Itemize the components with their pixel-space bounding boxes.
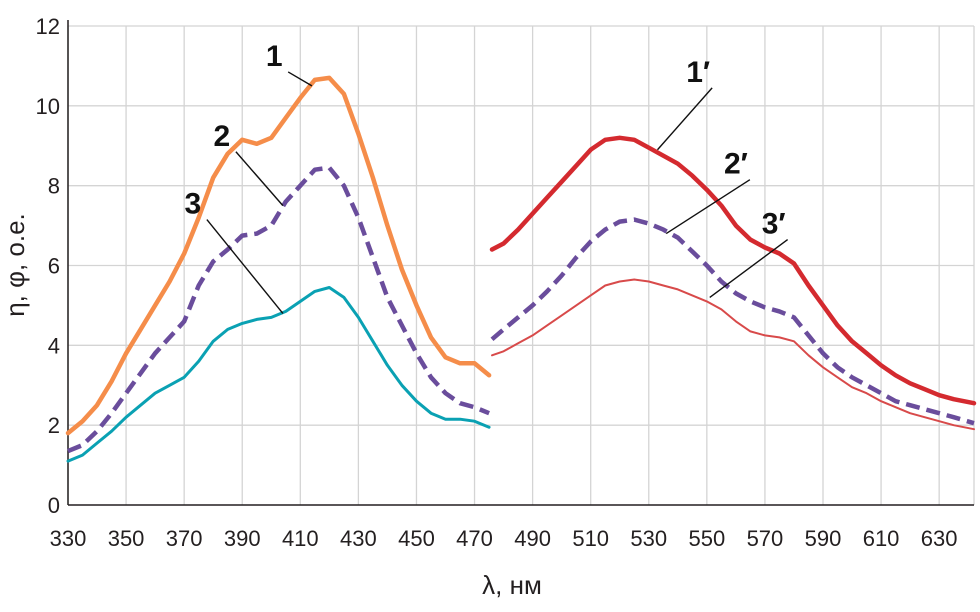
leader-line-3 xyxy=(206,219,284,314)
curve-label-2-prime: 2′ xyxy=(724,148,748,181)
y-tick-label-8: 8 xyxy=(48,174,60,199)
x-tick-label-630: 630 xyxy=(921,526,958,551)
y-tick-label-2: 2 xyxy=(48,413,60,438)
x-tick-label-550: 550 xyxy=(688,526,725,551)
x-axis-label: λ, нм xyxy=(482,570,542,600)
y-axis-label: η, φ, о.е. xyxy=(0,213,30,317)
x-tick-label-450: 450 xyxy=(398,526,435,551)
x-tick-label-410: 410 xyxy=(282,526,319,551)
leader-line-1-prime xyxy=(656,87,713,151)
y-tick-label-0: 0 xyxy=(48,493,60,518)
series xyxy=(65,75,977,463)
y-tick-labels: 0 2 4 6 8 10 12 xyxy=(36,14,60,518)
curve-labels: 1 2 3 1′ 2′ 3′ xyxy=(185,40,789,314)
leader-line-2-prime xyxy=(665,179,751,235)
x-tick-label-490: 490 xyxy=(514,526,551,551)
series-line-1 xyxy=(65,75,492,436)
x-tick-labels: 330 350 370 390 410 430 450 470 490 510 530 550 570 5… xyxy=(50,526,958,551)
x-tick-label-610: 610 xyxy=(863,526,900,551)
axes xyxy=(67,20,974,506)
series-line-3-prime xyxy=(491,278,975,431)
series-line-2 xyxy=(67,165,490,454)
x-tick-label-470: 470 xyxy=(456,526,493,551)
y-tick-label-12: 12 xyxy=(36,14,60,39)
curve-label-1-prime: 1′ xyxy=(686,56,710,89)
x-tick-label-590: 590 xyxy=(805,526,842,551)
x-tick-label-430: 430 xyxy=(340,526,377,551)
y-tick-label-4: 4 xyxy=(48,333,60,358)
curve-label-3: 3 xyxy=(185,188,202,221)
leader-line-1 xyxy=(287,71,313,87)
y-tick-label-6: 6 xyxy=(48,254,60,279)
x-tick-label-350: 350 xyxy=(108,526,145,551)
x-tick-label-530: 530 xyxy=(630,526,667,551)
curve-label-2: 2 xyxy=(214,120,231,153)
grid xyxy=(67,25,975,505)
x-tick-label-570: 570 xyxy=(747,526,784,551)
leader-line-2 xyxy=(235,151,284,207)
leader-line-3-prime xyxy=(709,239,789,298)
y-tick-label-10: 10 xyxy=(36,94,60,119)
x-tick-label-390: 390 xyxy=(224,526,261,551)
x-tick-label-510: 510 xyxy=(572,526,609,551)
curve-label-1: 1 xyxy=(266,40,283,73)
series-line-1-prime xyxy=(489,135,977,406)
curve-label-3-prime: 3′ xyxy=(762,208,786,241)
series-line-3 xyxy=(66,286,491,463)
x-tick-label-370: 370 xyxy=(166,526,203,551)
series-line-2-prime xyxy=(490,217,975,426)
x-tick-label-330: 330 xyxy=(50,526,87,551)
